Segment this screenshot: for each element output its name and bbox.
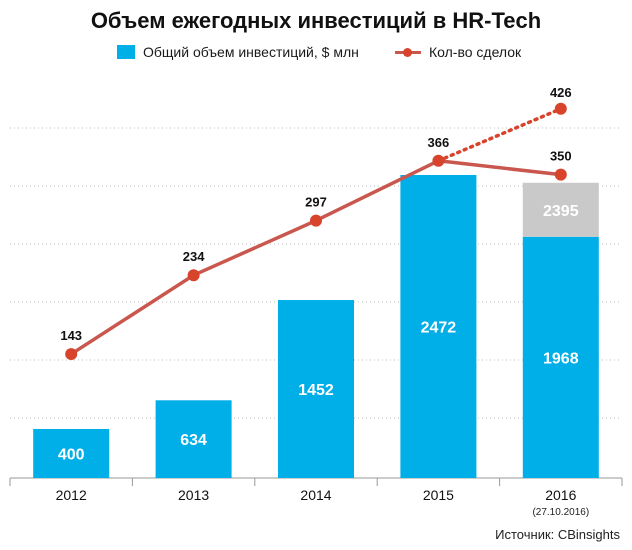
deals-projection-line <box>436 107 563 163</box>
legend-swatch-line <box>395 45 421 59</box>
x-tick-label: 2012 <box>56 487 87 503</box>
x-tick-label: 2016 <box>545 487 576 503</box>
deals-point-label: 297 <box>305 195 327 210</box>
chart-title: Объем ежегодных инвестиций в HR-Tech <box>90 8 542 33</box>
bar-value-label: 634 <box>180 432 207 449</box>
x-tick-label: 2014 <box>300 487 331 503</box>
legend-swatch-bar <box>117 45 135 59</box>
deals-point-label: 350 <box>550 149 572 164</box>
deals-point-2013 <box>187 269 200 282</box>
legend-label-investments: Общий объем инвестиций, $ млн <box>143 44 359 60</box>
bar-value-label: 400 <box>58 446 85 463</box>
bar-2013 <box>155 400 232 478</box>
legend-item-deals: Кол-во сделок <box>395 44 521 60</box>
deals-projection-point <box>554 102 567 115</box>
bar-projection-2016 <box>522 182 599 237</box>
deals-point-label: 143 <box>60 328 82 343</box>
deals-projection-label: 426 <box>550 85 572 100</box>
legend-label-deals: Кол-во сделок <box>429 44 522 60</box>
source-note: Источник: CBinsights <box>495 527 620 542</box>
deals-point-2014 <box>310 214 322 227</box>
bar-value-label: 2472 <box>421 320 457 337</box>
legend: Общий объем инвестиций, $ млн Кол-во сде… <box>0 44 632 64</box>
bar-value-label: 1968 <box>543 350 579 367</box>
legend-item-investments: Общий объем инвестиций, $ млн <box>117 44 359 60</box>
bar-projection-label: 2395 <box>543 203 579 220</box>
x-tick-note: (27.10.2016) <box>532 507 589 518</box>
bar-2015 <box>400 175 477 478</box>
deals-point-label: 366 <box>428 135 450 150</box>
deals-point-label: 234 <box>183 249 205 264</box>
bar-2016 <box>522 236 599 478</box>
x-tick-label: 2013 <box>178 487 209 503</box>
deals-point-2012 <box>65 348 78 361</box>
bar-value-label: 1452 <box>298 382 334 399</box>
deals-point-2015 <box>432 154 445 167</box>
bar-2012 <box>33 428 110 478</box>
bar-2014 <box>278 300 354 478</box>
deals-point-2016 <box>554 168 567 181</box>
x-tick-label: 2015 <box>423 487 454 503</box>
